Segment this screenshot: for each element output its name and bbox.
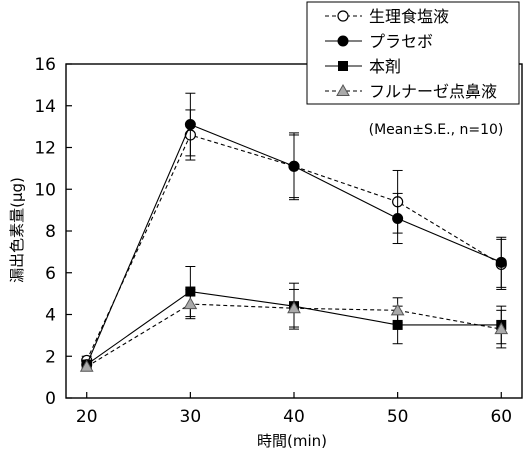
legend-label: 生理食塩液 <box>369 7 449 26</box>
y-tick-label: 8 <box>45 222 56 242</box>
tick-labels: 0 2 4 6 8 10 12 14 16 20 30 40 50 60 <box>34 55 512 427</box>
data-point <box>288 160 300 172</box>
data-point <box>79 359 94 372</box>
y-tick-label: 10 <box>34 180 56 200</box>
y-tick-label: 0 <box>45 389 56 409</box>
y-tick-label: 16 <box>34 55 56 75</box>
plot-frame <box>65 63 523 399</box>
series-4 <box>79 288 509 372</box>
data-point <box>287 301 301 314</box>
y-tick-label: 12 <box>34 139 56 159</box>
data-point <box>392 319 403 330</box>
data-point <box>184 119 196 131</box>
y-tick-label: 2 <box>45 347 56 367</box>
data-point <box>495 256 507 268</box>
legend-label: フルナーゼ点鼻液 <box>369 82 497 101</box>
x-tick-label: 30 <box>180 407 202 427</box>
legend-marker <box>336 83 350 96</box>
legend-item: 本剤 <box>325 57 401 76</box>
x-axis-label: 時間(min) <box>257 432 327 450</box>
series-line <box>86 134 502 361</box>
series-group <box>79 92 509 372</box>
x-tick-label: 40 <box>283 407 305 427</box>
data-point <box>390 303 405 316</box>
stats-annotation: (Mean±S.E., n=10) <box>369 122 504 138</box>
legend-label: プラセボ <box>369 32 433 51</box>
axes <box>65 63 523 399</box>
legend-item: プラセボ <box>325 32 433 51</box>
y-tick-label: 14 <box>34 97 56 117</box>
legend-marker <box>337 35 349 47</box>
y-tick-label: 6 <box>45 264 56 284</box>
y-tick-label: 4 <box>45 306 56 326</box>
legend-item: 生理食塩液 <box>325 7 449 26</box>
legend-item: フルナーゼ点鼻液 <box>325 82 497 101</box>
data-point <box>183 297 198 310</box>
x-tick-label: 20 <box>76 407 98 427</box>
data-point <box>392 212 404 224</box>
x-tick-label: 50 <box>387 407 409 427</box>
x-tick-label: 60 <box>490 407 512 427</box>
y-axis-label: 漏出色素量(μg) <box>8 177 26 283</box>
data-point <box>494 322 509 335</box>
legend-marker <box>337 10 349 22</box>
legend-label: 本剤 <box>369 57 401 76</box>
legend-marker <box>338 61 348 71</box>
